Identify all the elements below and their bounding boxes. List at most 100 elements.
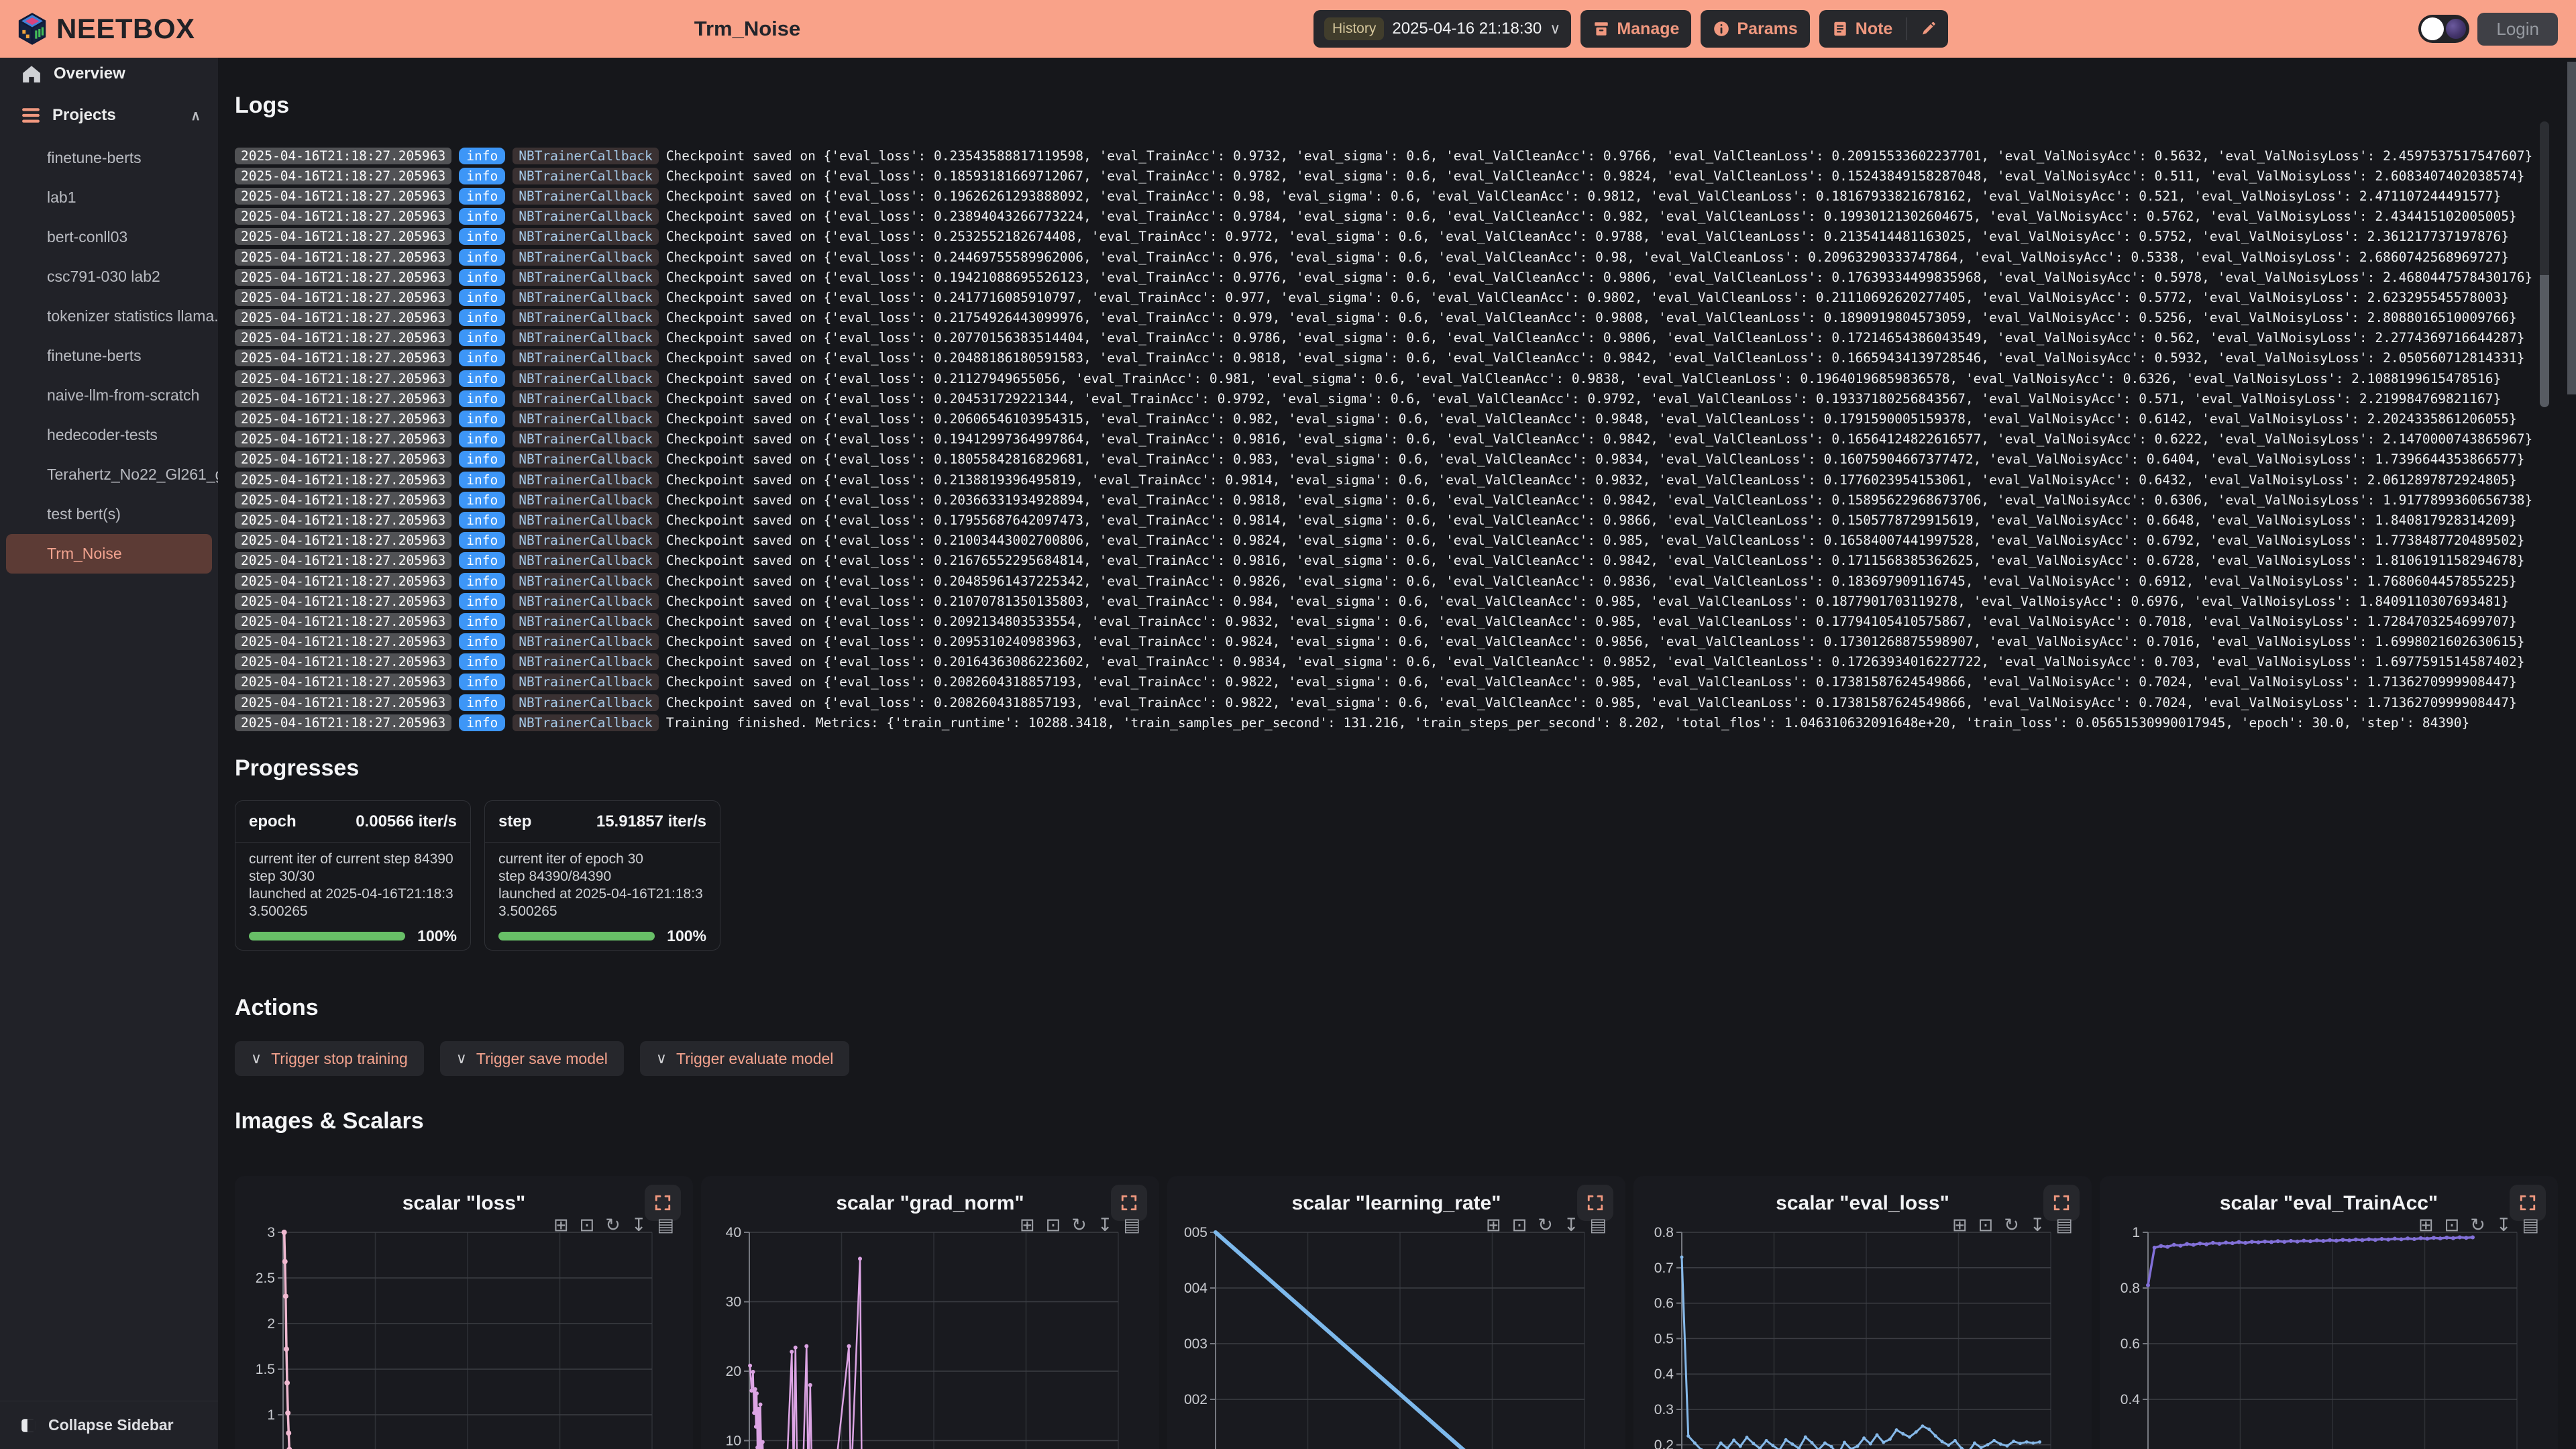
zoom-select-icon[interactable]: ⊞ (2418, 1215, 2434, 1236)
download-icon[interactable]: ↧ (2029, 1215, 2045, 1236)
chart-card: 1 0.8 0.6 0.4 0.2 scalar "eval_TrainAcc"⊞ ⊡ ↻ ↧ ▤ (2100, 1176, 2558, 1449)
data-point (2198, 1242, 2202, 1246)
sidebar-project-item[interactable]: test bert(s) (47, 505, 121, 523)
login-button[interactable]: Login (2477, 12, 2558, 46)
log-timestamp-badge: 2025-04-16T21:18:27.205963 (235, 187, 452, 205)
history-dropdown[interactable]: History 2025-04-16 21:18:30 ∨ (1313, 10, 1572, 48)
log-level-badge: info (459, 471, 506, 488)
log-tag-badge: NBTrainerCallback (513, 511, 659, 529)
refresh-icon[interactable]: ↻ (2470, 1215, 2485, 1236)
y-tick-label: 0.2 (2121, 1448, 2140, 1449)
download-icon[interactable]: ↧ (1563, 1215, 1579, 1236)
chevron-up-icon[interactable]: ∧ (191, 108, 201, 123)
action-button[interactable]: ∨ Trigger stop training (235, 1041, 424, 1077)
restore-view-icon[interactable]: ⊡ (2444, 1215, 2460, 1236)
data-point (2038, 1440, 2041, 1444)
theme-toggle[interactable] (2418, 15, 2470, 43)
refresh-icon[interactable]: ↻ (2004, 1215, 2019, 1236)
data-point (1764, 1439, 1768, 1443)
data-view-icon[interactable]: ▤ (1589, 1215, 1607, 1236)
fullscreen-icon (2053, 1195, 2070, 1211)
log-message: Checkpoint saved on {'eval_loss': 0.2138… (665, 472, 2517, 488)
sidebar-project-item[interactable]: Terahertz_No22_Gl261_gl... (47, 466, 218, 483)
action-button[interactable]: ∨ Trigger save model (439, 1041, 624, 1077)
data-view-icon[interactable]: ▤ (1123, 1215, 1140, 1236)
pencil-icon[interactable] (1920, 21, 1936, 37)
app-logo[interactable]: NEETBOX (17, 12, 195, 46)
progress-info-line: launched at 2025-04-16T21:18:33.500265 (249, 886, 453, 920)
action-button[interactable]: ∨ Trigger evaluate model (639, 1041, 850, 1077)
data-point (2334, 1238, 2339, 1243)
download-icon[interactable]: ↧ (2496, 1215, 2512, 1236)
data-point (1843, 1441, 1846, 1445)
log-message: Checkpoint saved on {'eval_loss': 0.2107… (665, 593, 2509, 609)
sidebar-item-projects[interactable]: Projects ∧ (0, 99, 218, 131)
chart-title: scalar "eval_TrainAcc" (2219, 1192, 2438, 1215)
sidebar-project-item[interactable]: finetune-berts (47, 149, 142, 166)
data-point (1908, 1436, 1911, 1440)
sidebar-item-overview[interactable]: Overview (0, 58, 218, 90)
log-level-badge: info (459, 370, 506, 387)
data-view-icon[interactable]: ▤ (2055, 1215, 2073, 1236)
data-point (1719, 1442, 1723, 1446)
expand-chart-button[interactable] (645, 1185, 681, 1222)
zoom-select-icon[interactable]: ⊞ (1485, 1215, 1501, 1236)
restore-view-icon[interactable]: ⊡ (1045, 1215, 1061, 1236)
zoom-select-icon[interactable]: ⊞ (1951, 1215, 1968, 1236)
sidebar-project-item[interactable]: finetune-berts (47, 347, 142, 364)
sidebar-project-item[interactable]: naive-llm-from-scratch (47, 386, 200, 404)
note-label: Note (1855, 19, 1893, 38)
refresh-icon[interactable]: ↻ (605, 1215, 621, 1236)
sidebar-project-item[interactable]: bert-conll03 (47, 228, 128, 246)
zoom-select-icon[interactable]: ⊞ (1019, 1215, 1035, 1236)
log-timestamp-badge: 2025-04-16T21:18:27.205963 (235, 572, 452, 590)
collapse-sidebar-button[interactable]: Collapse Sidebar (0, 1401, 218, 1449)
data-point (1868, 1442, 1872, 1446)
refresh-icon[interactable]: ↻ (1071, 1215, 1087, 1236)
log-level-badge: info (459, 268, 506, 286)
logs-scrollbar-thumb[interactable] (2540, 275, 2549, 407)
restore-view-icon[interactable]: ⊡ (1511, 1215, 1527, 1236)
data-point (1933, 1434, 1937, 1438)
chart-toolbar: ⊞ ⊡ ↻ ↧ ▤ (2418, 1215, 2539, 1236)
sidebar-project-item[interactable]: tokenizer statistics llama... (47, 307, 218, 325)
log-tag-badge: NBTrainerCallback (513, 592, 659, 610)
log-level-badge: info (459, 431, 506, 448)
manage-button[interactable]: Manage (1580, 10, 1692, 48)
data-point (2288, 1239, 2293, 1244)
download-icon[interactable]: ↧ (1097, 1215, 1113, 1236)
log-tag-badge: NBTrainerCallback (513, 329, 659, 347)
sidebar-project-item[interactable]: csc791-030 lab2 (47, 268, 160, 285)
data-view-icon[interactable]: ▤ (2522, 1215, 2539, 1236)
progress-rate: 15.91857 iter/s (596, 812, 706, 830)
sidebar-project-item[interactable]: lab1 (47, 189, 76, 206)
zoom-select-icon[interactable]: ⊞ (553, 1215, 569, 1236)
expand-chart-button[interactable] (1111, 1185, 1147, 1222)
y-tick-label: 0.4 (1654, 1367, 1674, 1383)
sidebar-project-item[interactable]: Trm_Noise (6, 534, 212, 574)
restore-view-icon[interactable]: ⊡ (579, 1215, 595, 1236)
progress-info-line: step 30/30 (249, 869, 315, 885)
expand-chart-button[interactable] (2510, 1185, 2546, 1222)
download-icon[interactable]: ↧ (631, 1215, 647, 1236)
data-point (281, 1230, 287, 1236)
progress-percent: 100% (667, 927, 706, 945)
data-point (2379, 1237, 2384, 1242)
page-scrollbar-thumb[interactable] (2567, 62, 2576, 394)
expand-chart-button[interactable] (1577, 1185, 1613, 1222)
y-tick-label: 0.8 (1654, 1225, 1674, 1240)
sidebar-project-item[interactable]: hedecoder-tests (47, 426, 158, 443)
log-level-badge: info (459, 411, 506, 428)
restore-view-icon[interactable]: ⊡ (1978, 1215, 1994, 1236)
note-button[interactable]: Note (1819, 10, 1949, 48)
data-point (1797, 1447, 1801, 1449)
logo-text: NEETBOX (56, 13, 195, 44)
data-view-icon[interactable]: ▤ (657, 1215, 674, 1236)
refresh-icon[interactable]: ↻ (1538, 1215, 1553, 1236)
params-button[interactable]: Params (1701, 10, 1810, 48)
log-message: Checkpoint saved on {'eval_loss': 0.2175… (665, 310, 2517, 326)
data-point (2353, 1238, 2358, 1242)
data-point (751, 1370, 755, 1375)
log-timestamp-badge: 2025-04-16T21:18:27.205963 (235, 208, 452, 225)
expand-chart-button[interactable] (2043, 1185, 2080, 1222)
